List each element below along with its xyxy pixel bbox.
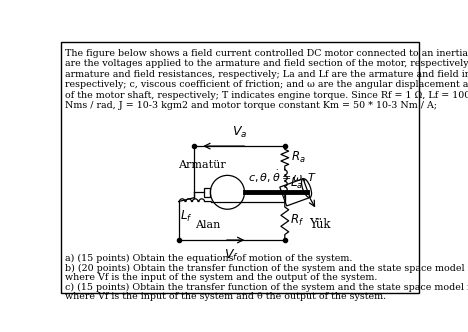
Text: b) (20 points) Obtain the transfer function of the system and the state space mo: b) (20 points) Obtain the transfer funct… (65, 264, 468, 273)
Text: a) (15 points) Obtain the equations of motion of the system.: a) (15 points) Obtain the equations of m… (65, 254, 352, 263)
Text: $R_a$: $R_a$ (291, 150, 306, 165)
Text: are the voltages applied to the armature and field section of the motor, respect: are the voltages applied to the armature… (65, 59, 468, 68)
Text: Alan: Alan (195, 220, 221, 230)
Text: respectively; c, viscous coefficient of friction; and ω are the angular displace: respectively; c, viscous coefficient of … (65, 80, 468, 89)
Text: Nms / rad, J = 10-3 kgm2 and motor torque constant Km = 50 * 10-3 Nm / A;: Nms / rad, J = 10-3 kgm2 and motor torqu… (65, 101, 437, 110)
Text: The figure below shows a field current controlled DC motor connected to an inert: The figure below shows a field current c… (65, 49, 468, 58)
Text: $R_f$: $R_f$ (290, 213, 304, 228)
Text: where Vf is the input of the system and the output of the system.: where Vf is the input of the system and … (65, 273, 377, 282)
Text: Yük: Yük (309, 218, 330, 231)
Text: $L_a$: $L_a$ (290, 176, 303, 191)
Text: armature and field resistances, respectively; La and Lf are the armature and fie: armature and field resistances, respecti… (65, 70, 468, 79)
Text: of the motor shaft, respectively; T indicates engine torque. Since Rf = 1 Ω, Lf : of the motor shaft, respectively; T indi… (65, 91, 468, 100)
Text: $V_a$: $V_a$ (232, 125, 247, 140)
Text: $V_f$: $V_f$ (224, 248, 239, 263)
Text: Armatür: Armatür (178, 160, 226, 170)
Text: c) (15 points) Obtain the transfer function of the system and the state space mo: c) (15 points) Obtain the transfer funct… (65, 283, 468, 292)
Bar (280, 179, 310, 206)
Text: where Vf is the input of the system and θ the output of the system.: where Vf is the input of the system and … (65, 292, 386, 301)
Text: $L_f$: $L_f$ (180, 209, 193, 224)
Text: $c, \theta, \dot{\theta}=\omega, T$: $c, \theta, \dot{\theta}=\omega, T$ (249, 169, 318, 185)
Bar (204, 188, 211, 197)
